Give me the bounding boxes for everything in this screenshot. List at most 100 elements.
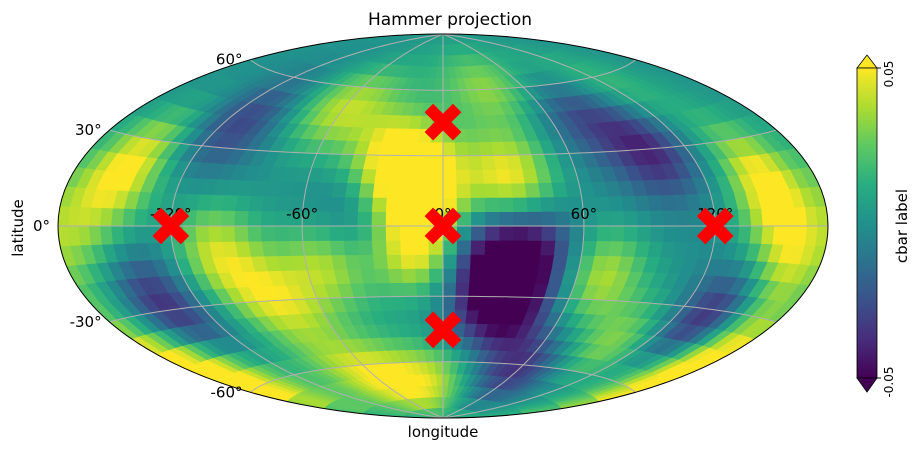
heatmap-cell — [456, 211, 472, 227]
heatmap-cell — [372, 254, 389, 270]
heatmap-cell — [456, 183, 472, 198]
heatmap-cell — [385, 240, 402, 255]
heatmap-cell — [442, 239, 458, 255]
y-tick-label: -30° — [70, 313, 102, 331]
y-tick-label: 0° — [33, 217, 50, 235]
heatmap-cell — [442, 348, 453, 363]
heatmap-cell — [343, 211, 359, 227]
heatmap-cell — [483, 182, 500, 198]
parallel-gridline — [109, 295, 777, 323]
heatmap-cell — [414, 225, 430, 241]
heatmap-cell — [455, 169, 471, 184]
heatmap-cell — [429, 282, 444, 297]
heatmap-cell — [376, 154, 393, 170]
heatmap-cell — [442, 89, 453, 103]
heatmap-cell — [329, 240, 346, 256]
heatmap-cell — [676, 209, 691, 227]
heatmap-cell — [512, 239, 529, 256]
heatmap-cell — [513, 225, 529, 241]
heatmap-cell — [371, 240, 388, 255]
x-marker — [424, 207, 462, 245]
heatmap-cell — [435, 66, 444, 79]
heatmap-cell — [497, 182, 514, 198]
parallel-gridline — [250, 59, 636, 91]
heatmap-cell — [485, 211, 501, 227]
y-tick-label: 30° — [75, 121, 102, 139]
heatmap-cell — [540, 196, 557, 212]
heatmap-cell — [482, 168, 499, 184]
heatmap-cell — [526, 196, 543, 212]
heatmap-cell — [512, 196, 529, 213]
heatmap-cell — [484, 240, 501, 255]
heatmap-cell — [623, 210, 639, 227]
heatmap-cell — [434, 77, 444, 91]
heatmap-cell — [317, 254, 335, 271]
heatmap-cell — [329, 211, 345, 227]
heatmap-cell — [372, 182, 389, 198]
heatmap-cell — [435, 373, 444, 386]
heatmap-cell — [331, 182, 348, 198]
colorbar-tick-label-min: -0.05 — [882, 366, 896, 397]
heatmap-cell — [274, 225, 290, 242]
heatmap-cell — [400, 239, 416, 255]
heatmap-cell — [499, 225, 515, 241]
heatmap-cell — [495, 168, 512, 184]
heatmap-cell — [376, 282, 393, 298]
heatmap-cell — [234, 210, 250, 227]
heatmap-cell — [389, 155, 406, 170]
heatmap-cell — [499, 211, 515, 227]
heatmap-cell — [541, 225, 557, 241]
heatmap-cell — [610, 225, 626, 242]
heatmap-cell — [466, 296, 482, 311]
heatmap-cell — [470, 183, 486, 198]
heatmap-cell — [414, 183, 430, 198]
heatmap-cell — [401, 268, 417, 283]
colorbar-tick-label-max: 0.05 — [882, 61, 896, 88]
heatmap-cell — [260, 225, 276, 242]
heatmap-cell — [772, 225, 786, 245]
heatmap-cell — [455, 282, 470, 297]
heatmap-cell — [442, 183, 458, 198]
heatmap-cell — [416, 282, 431, 297]
heatmap-cell — [569, 225, 585, 242]
heatmap-cell — [433, 89, 444, 103]
heatmap-cell — [234, 225, 250, 242]
x-tick-label: 60° — [571, 205, 598, 223]
heatmap-cell — [471, 225, 487, 241]
heatmap-cell — [414, 254, 430, 269]
heatmap-cell — [761, 207, 775, 227]
heatmap-cell — [78, 225, 92, 246]
heatmap-cell — [470, 239, 486, 255]
heatmap-cell — [288, 240, 305, 256]
heatmap-cell — [404, 141, 420, 156]
heatmap-cell — [526, 240, 543, 256]
heatmap-cell — [316, 240, 333, 256]
heatmap-cell — [406, 309, 421, 324]
heatmap-cell — [676, 225, 691, 243]
heatmap-cell — [261, 195, 278, 212]
heatmap-cell — [555, 211, 571, 227]
heatmap-cell — [360, 268, 378, 284]
heatmap-cell — [111, 207, 125, 227]
heatmap-cell — [553, 196, 570, 212]
heatmap-cell — [415, 268, 431, 283]
heatmap-cell — [456, 254, 472, 269]
heatmap-cell — [385, 211, 401, 227]
heatmap-cell — [663, 209, 678, 227]
heatmap-cell — [650, 225, 665, 242]
x-marker — [696, 207, 734, 245]
heatmap-cell — [134, 225, 149, 244]
heatmap-cell — [358, 182, 375, 198]
heatmap-cell — [416, 155, 431, 170]
heatmap-cell — [89, 206, 103, 227]
heatmap-cell — [442, 268, 458, 283]
heatmap-cell — [737, 225, 752, 244]
heatmap-cell — [442, 155, 457, 170]
heatmap-cell — [208, 209, 223, 227]
heatmap-cell — [428, 254, 444, 269]
heatmap-cell — [400, 197, 416, 213]
heatmap-cell — [623, 225, 639, 242]
heatmap-cell — [470, 197, 486, 213]
heatmap-cell — [468, 155, 484, 170]
heatmap-cell — [385, 197, 402, 212]
